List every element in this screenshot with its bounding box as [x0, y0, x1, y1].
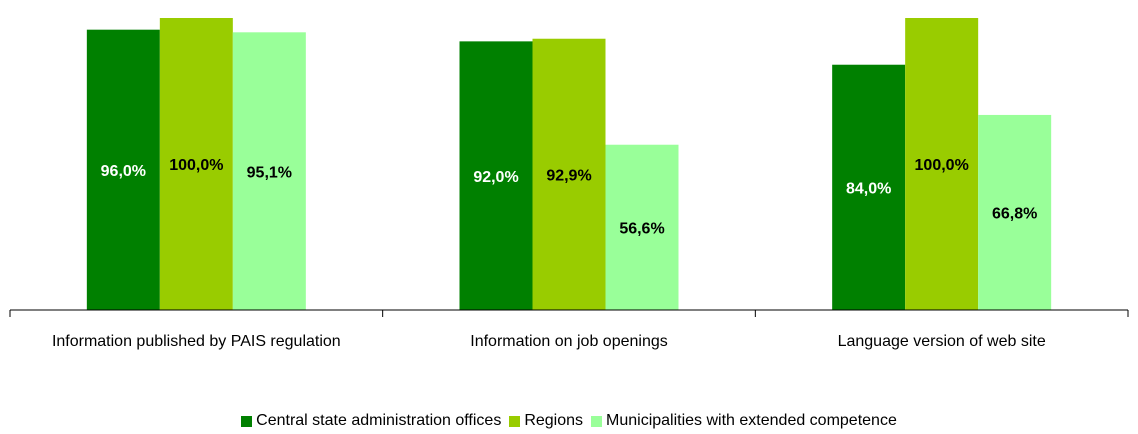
- legend-item: Regions: [509, 412, 583, 430]
- bar: [978, 114, 1052, 310]
- legend: Central state administration offices Regi…: [0, 412, 1138, 430]
- bar: [532, 38, 606, 311]
- value-label: 66,8%: [992, 206, 1037, 223]
- legend-item: Municipalities with extended competence: [591, 412, 897, 430]
- value-label: 92,9%: [546, 168, 591, 185]
- bar: [159, 18, 233, 310]
- legend-item: Central state administration offices: [241, 412, 501, 430]
- bar: [86, 29, 160, 311]
- legend-label: Regions: [524, 412, 584, 429]
- bar: [832, 64, 906, 310]
- value-label: 95,1%: [247, 164, 292, 181]
- value-label: 100,0%: [915, 157, 969, 174]
- value-label: 100,0%: [169, 157, 223, 174]
- value-label: 96,0%: [101, 163, 146, 180]
- value-label: 56,6%: [619, 221, 664, 238]
- legend-swatch: [509, 415, 521, 427]
- value-label: 84,0%: [846, 181, 891, 198]
- legend-swatch: [241, 415, 253, 427]
- bar: [605, 144, 679, 310]
- legend-swatch: [591, 415, 603, 427]
- legend-label: Central state administration offices: [256, 412, 502, 429]
- legend-label: Municipalities with extended competence: [606, 412, 897, 429]
- bar: [459, 41, 533, 311]
- x-tick-label: Information published by PAIS regulation: [51, 333, 341, 350]
- bar: [905, 18, 979, 310]
- x-tick-label: Information on job openings: [470, 333, 668, 350]
- value-label: 92,0%: [473, 169, 518, 186]
- x-tick-label: Language version of web site: [837, 333, 1046, 350]
- bar: [232, 32, 306, 311]
